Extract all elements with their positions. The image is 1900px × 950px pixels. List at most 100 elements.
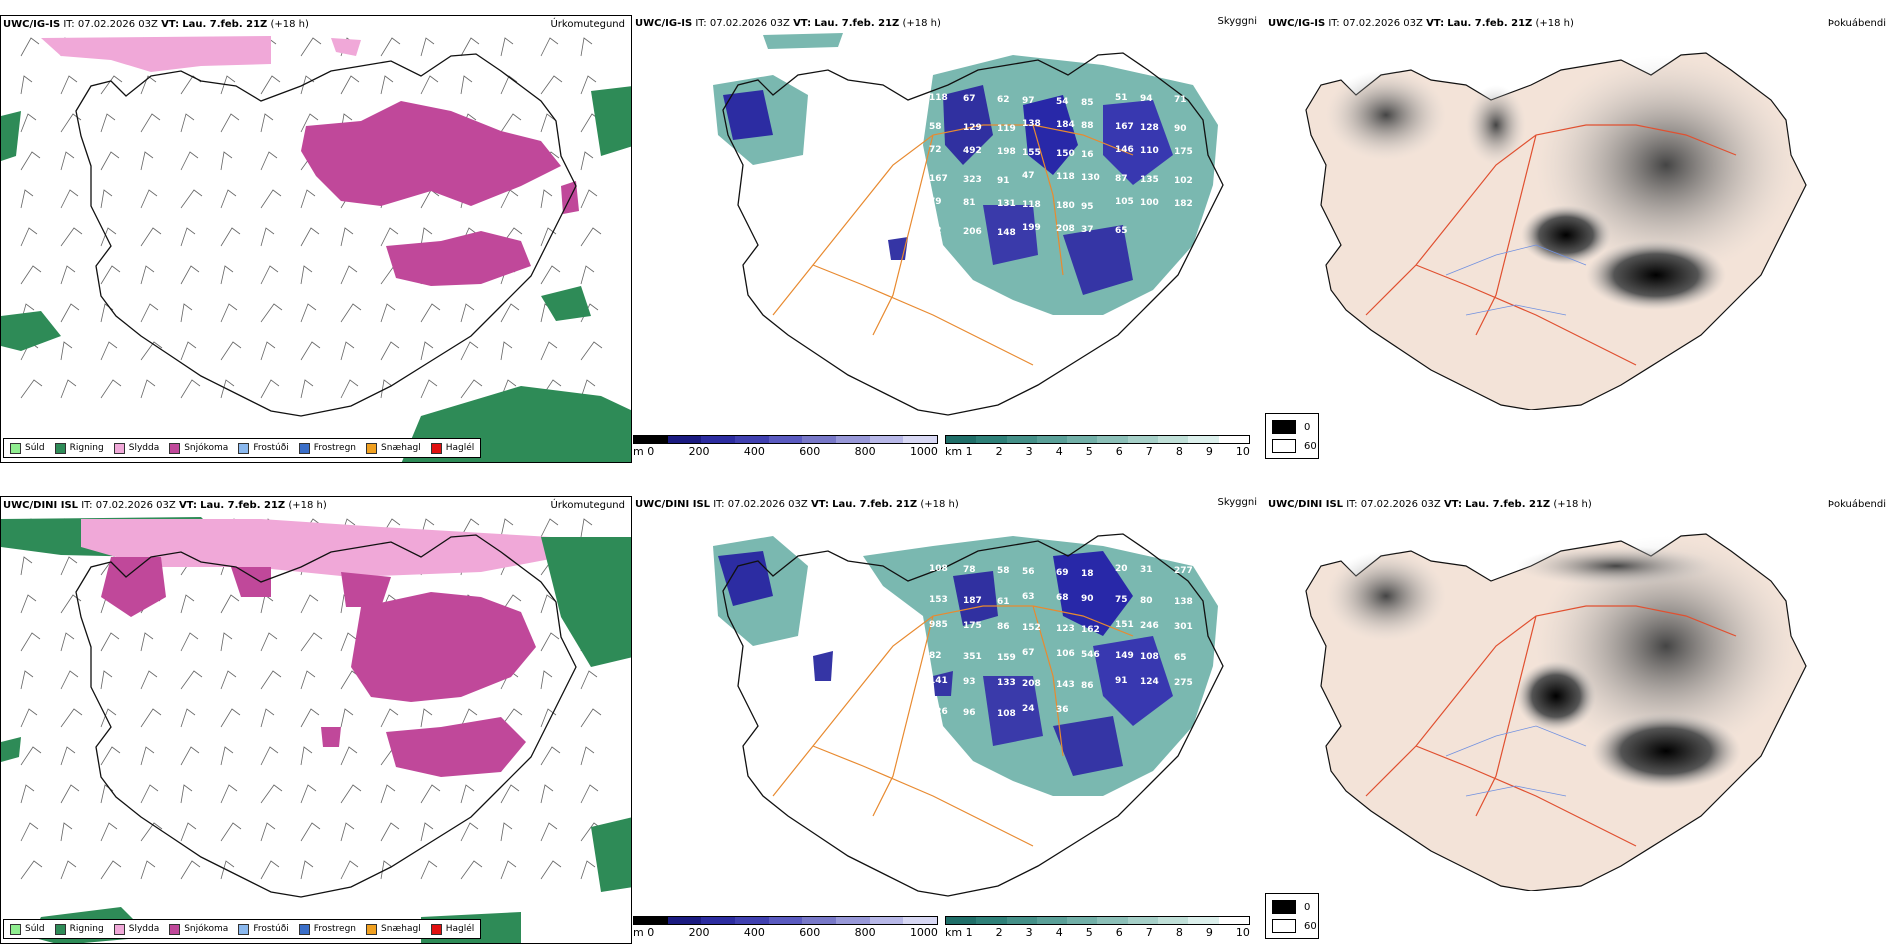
visibility-value: 47	[1022, 171, 1035, 181]
wind-barb	[140, 75, 157, 95]
wind-barb	[20, 265, 42, 285]
legend-item: Snæhagl	[366, 923, 421, 935]
visibility-value: 277	[1174, 566, 1193, 576]
wind-barb	[380, 227, 399, 247]
wind-barb	[540, 75, 563, 95]
wind-barb	[340, 632, 357, 652]
visibility-value: 141	[929, 676, 948, 686]
wind-barb	[580, 75, 597, 95]
visibility-value: 91	[997, 176, 1010, 186]
wind-barb	[220, 265, 234, 285]
wind-barb	[180, 75, 202, 95]
wind-barb	[260, 227, 275, 247]
visibility-value: 123	[1056, 624, 1075, 634]
visibility-value: 37	[1081, 225, 1094, 235]
rivers-blue	[1445, 725, 1587, 797]
visibility-value: 162	[1081, 625, 1100, 635]
wind-barb	[460, 303, 475, 323]
legend-swatch	[430, 923, 442, 935]
wind-barb	[460, 341, 479, 361]
wind-barb	[260, 822, 276, 842]
panel-title: UWC/DINI ISL IT: 07.02.2026 03Z VT: Lau.…	[3, 500, 327, 511]
legend-item: Rigning	[54, 442, 104, 454]
wind-barb	[260, 708, 275, 728]
wind-barb	[20, 151, 41, 171]
wind-barb	[340, 379, 359, 399]
wind-barb	[220, 632, 233, 652]
wind-barb	[300, 784, 317, 804]
visibility-value: 58	[997, 566, 1010, 576]
wind-barb	[220, 860, 235, 880]
visibility-panel-bottom: UWC/DINI ISL IT: 07.02.2026 03Z VT: Lau.…	[633, 496, 1263, 944]
wind-barb	[300, 746, 313, 766]
legend-swatch	[238, 442, 250, 454]
wind-barb	[20, 379, 43, 399]
wind-barb	[260, 151, 278, 171]
visibility-value: 69	[1056, 568, 1069, 578]
visibility-value: 94	[1140, 94, 1153, 104]
wind-barb	[20, 632, 41, 652]
wind-barb	[140, 189, 158, 209]
visibility-value: 199	[1022, 223, 1041, 233]
wind-barb	[100, 265, 121, 285]
wind-barb	[540, 860, 562, 880]
legend-swatch	[366, 442, 378, 454]
wind-barb	[540, 341, 558, 361]
wind-barb	[300, 670, 316, 690]
wind-barb	[100, 227, 117, 247]
wind-barb	[20, 189, 34, 209]
wind-barb	[500, 784, 520, 804]
visibility-value: 118	[1056, 172, 1075, 182]
wind-barb	[340, 784, 362, 804]
wind-barb	[140, 151, 154, 171]
wind-barb	[300, 341, 321, 361]
legend-label: Slydda	[128, 924, 160, 934]
wind-barb	[180, 151, 199, 171]
wind-barb	[180, 746, 200, 766]
wind-barb	[60, 265, 76, 285]
legend-label: Snjókoma	[184, 443, 229, 453]
wind-barb	[60, 556, 78, 576]
legend-label: Rigning	[69, 443, 104, 453]
visibility-value: 75	[1115, 595, 1128, 605]
legend-swatch	[298, 442, 310, 454]
wind-barb	[20, 708, 38, 728]
visibility-value: 153	[929, 595, 948, 605]
wind-barb	[60, 189, 79, 209]
visibility-value: 546	[1081, 650, 1100, 660]
wind-barb	[260, 189, 282, 209]
visibility-value: 323	[963, 175, 982, 185]
wind-barb	[20, 822, 39, 842]
wind-barb	[300, 189, 316, 209]
visibility-value: 198	[997, 147, 1016, 157]
wind-barb	[180, 303, 193, 323]
legend-label: Frostúði	[253, 443, 289, 453]
precip-areas	[1, 517, 631, 943]
wind-barb	[60, 670, 79, 690]
visibility-value: 184	[1056, 120, 1075, 130]
legend-swatch	[10, 923, 21, 935]
visibility-value: 150	[1056, 149, 1075, 159]
visibility-value: 65	[1174, 653, 1187, 663]
visibility-value: 301	[1174, 622, 1193, 632]
wind-barb	[220, 594, 240, 614]
legend-label: Frostregn	[313, 924, 357, 934]
visibility-value: 180	[1056, 201, 1075, 211]
fog-legend-bottom: 0 60	[1265, 893, 1319, 939]
wind-barb	[300, 75, 315, 95]
visibility-value: 118	[1022, 200, 1041, 210]
legend-swatch	[298, 923, 310, 935]
visibility-value: 71	[1174, 95, 1187, 105]
visibility-value: 133	[997, 678, 1016, 688]
wind-barb	[340, 746, 358, 766]
legend-item: Snæhagl	[366, 442, 421, 454]
wind-barb	[100, 341, 118, 361]
wind-barb	[300, 265, 313, 285]
wind-barb	[180, 784, 193, 804]
wind-barb	[540, 37, 559, 57]
visibility-value: 72	[929, 145, 942, 155]
visibility-value: 152	[1022, 623, 1041, 633]
wind-barb	[540, 670, 553, 690]
field-name: Úrkomutegund	[550, 500, 625, 511]
wind-barb	[20, 113, 37, 133]
